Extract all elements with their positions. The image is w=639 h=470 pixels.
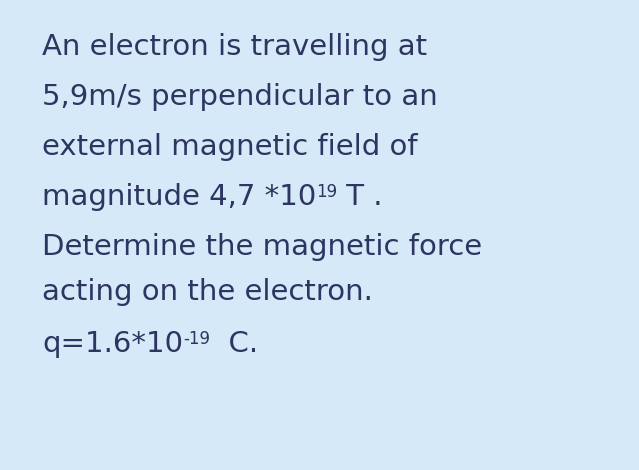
Text: T .: T . [337, 183, 383, 211]
Text: C.: C. [210, 330, 258, 358]
Text: external magnetic field of: external magnetic field of [42, 133, 418, 161]
Text: magnitude 4,7 *10: magnitude 4,7 *10 [42, 183, 316, 211]
Text: Determine the magnetic force: Determine the magnetic force [42, 233, 482, 261]
Text: An electron is travelling at: An electron is travelling at [42, 33, 427, 61]
Text: acting on the electron.: acting on the electron. [42, 278, 373, 306]
Text: q=1.6*10: q=1.6*10 [42, 330, 183, 358]
Text: 5,9m/s perpendicular to an: 5,9m/s perpendicular to an [42, 83, 438, 111]
Text: -19: -19 [183, 330, 210, 348]
Text: 19: 19 [316, 183, 337, 201]
